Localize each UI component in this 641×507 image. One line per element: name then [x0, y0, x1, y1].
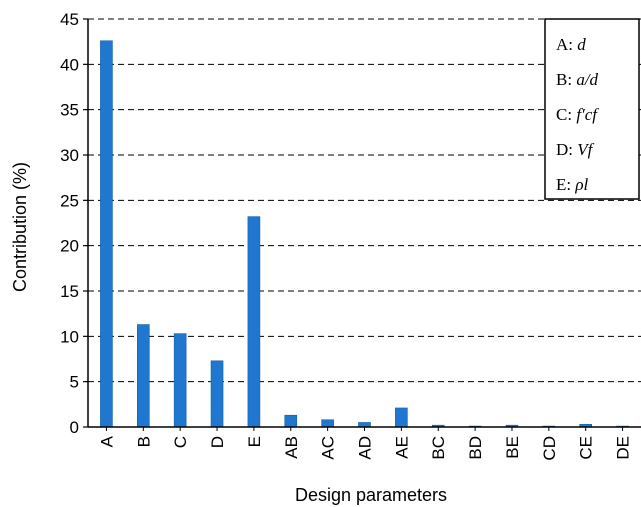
- legend-item: E: ρl: [556, 175, 589, 194]
- x-tick-label: D: [208, 436, 227, 448]
- bar-C: [173, 333, 187, 428]
- y-tick-label: 40: [60, 55, 79, 74]
- y-axis-title: Contribution (%): [10, 162, 30, 292]
- legend-box: [544, 18, 640, 200]
- x-tick-label: B: [134, 436, 153, 447]
- y-tick-label: 0: [70, 418, 79, 437]
- legend: A: d B: a/d C: f′cf D: Vf E: ρl: [544, 18, 640, 200]
- x-tick-label: AE: [392, 436, 411, 459]
- x-tick-label: BE: [503, 436, 522, 459]
- x-tick-label: A: [97, 435, 116, 447]
- x-tick-label: CD: [540, 436, 559, 461]
- y-tick-label: 30: [60, 146, 79, 165]
- bar-AE: [395, 407, 408, 428]
- bars: [100, 40, 629, 428]
- x-tick-label: AC: [319, 436, 338, 460]
- bar-AB: [284, 414, 298, 428]
- bar-E: [247, 216, 261, 428]
- y-tick-label: 5: [70, 373, 79, 392]
- legend-item: D: Vf: [556, 140, 595, 159]
- legend-item: A: d: [556, 35, 586, 54]
- x-tick-label: E: [245, 436, 264, 447]
- bar-AC: [321, 419, 334, 428]
- x-tick-label: AB: [282, 436, 301, 459]
- x-axis-title: Design parameters: [295, 485, 447, 505]
- x-tick-label: BD: [466, 436, 485, 460]
- y-tick-label: 25: [60, 191, 79, 210]
- x-tick-label: AD: [356, 436, 375, 460]
- y-tick-label: 45: [60, 10, 79, 29]
- y-tick-label: 15: [60, 282, 79, 301]
- x-tick-label: DE: [614, 436, 633, 460]
- y-tick-label: 20: [60, 237, 79, 256]
- bar-B: [137, 324, 150, 428]
- y-tick-label: 10: [60, 327, 79, 346]
- x-tick-labels: A B C D E AB AC AD AE BC BD BE CD CE DE: [97, 427, 633, 461]
- x-tick-label: BC: [429, 436, 448, 460]
- y-tick-labels: 0 5 10 15 20 25 30 35 40 45: [60, 10, 88, 437]
- bar-A: [100, 40, 113, 428]
- bar-D: [210, 360, 224, 428]
- x-tick-label: CE: [577, 436, 596, 460]
- x-tick-label: C: [171, 436, 190, 448]
- legend-item: B: a/d: [556, 70, 599, 89]
- y-tick-label: 35: [60, 101, 79, 120]
- legend-item: C: f′cf: [556, 105, 599, 124]
